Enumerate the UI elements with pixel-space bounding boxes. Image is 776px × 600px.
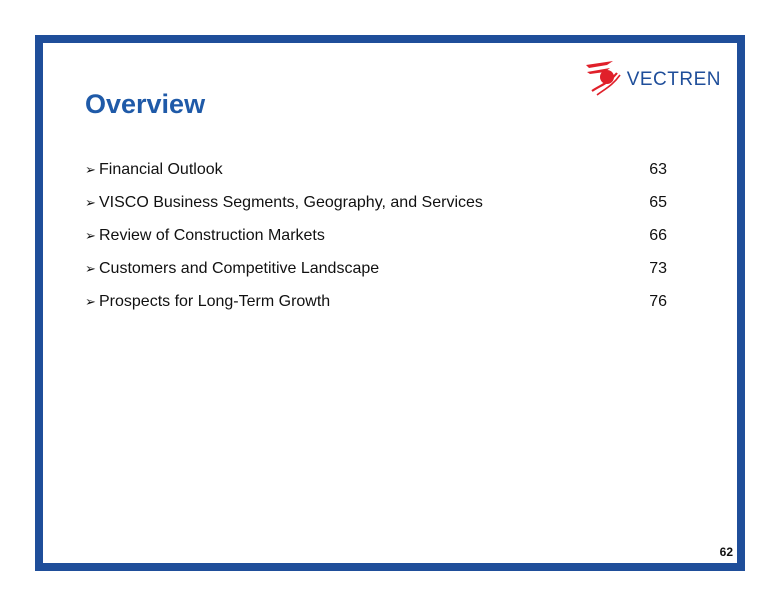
slide-page-number: 62 <box>719 545 733 559</box>
toc-item-long-term-growth: ➢ Prospects for Long-Term Growth 76 <box>85 285 667 318</box>
toc-label: VISCO Business Segments, Geography, and … <box>99 193 483 211</box>
toc-item-financial-outlook: ➢ Financial Outlook 63 <box>85 153 667 186</box>
toc-page-number: 65 <box>649 193 667 211</box>
arrow-bullet-icon: ➢ <box>85 293 96 309</box>
slide-frame: VECTREN Overview ➢ Financial Outlook 63 … <box>35 35 745 571</box>
logo-wordmark: VECTREN <box>626 69 721 90</box>
toc-page-number: 66 <box>649 226 667 244</box>
toc-item-customers-landscape: ➢ Customers and Competitive Landscape 73 <box>85 252 667 285</box>
page-title: Overview <box>85 89 206 119</box>
toc-label: Prospects for Long-Term Growth <box>99 292 331 310</box>
vectren-logo: VECTREN <box>583 57 721 97</box>
toc-label: Customers and Competitive Landscape <box>99 259 380 277</box>
toc-label: Financial Outlook <box>99 160 223 178</box>
toc-page-number: 76 <box>649 292 667 310</box>
arrow-bullet-icon: ➢ <box>85 161 96 177</box>
toc-label: Review of Construction Markets <box>99 226 325 244</box>
vectren-swoosh-icon <box>585 61 621 96</box>
arrow-bullet-icon: ➢ <box>85 227 96 243</box>
arrow-bullet-icon: ➢ <box>85 260 96 276</box>
toc-page-number: 73 <box>649 259 667 277</box>
toc-item-construction-markets: ➢ Review of Construction Markets 66 <box>85 219 667 252</box>
toc-page-number: 63 <box>649 160 667 178</box>
arrow-bullet-icon: ➢ <box>85 194 96 210</box>
table-of-contents: ➢ Financial Outlook 63 ➢ VISCO Business … <box>85 153 667 318</box>
toc-item-visco-segments: ➢ VISCO Business Segments, Geography, an… <box>85 186 667 219</box>
